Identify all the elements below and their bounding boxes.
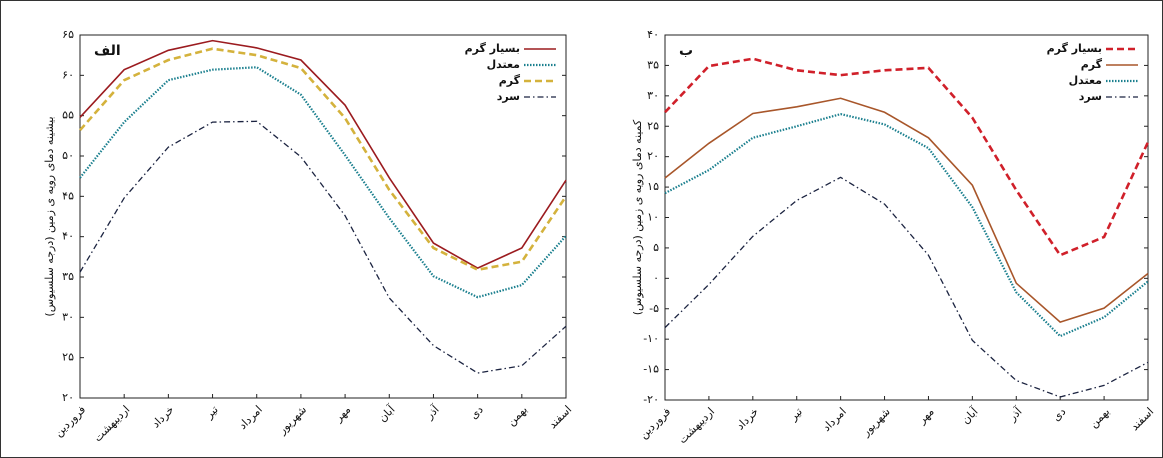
y-tick-label: ۳۵ [62, 270, 74, 283]
y-tick-label: ۴۰ [62, 230, 74, 243]
series-line [79, 47, 568, 272]
legend-label: معتدل [487, 58, 520, 71]
y-tick-label: ۵۰ [62, 149, 74, 162]
y-tick-label: -۵ [649, 302, 659, 315]
y-tick-label: ۳۵ [647, 58, 659, 71]
plot-area [79, 34, 567, 399]
legend-label: سرد [1079, 90, 1102, 103]
y-tick-label: ۳۰ [647, 89, 659, 102]
y-tick-label: ۱۰ [647, 211, 659, 224]
legend-label: گرم [1081, 58, 1103, 71]
series-line [664, 57, 1150, 257]
y-tick-label: ۴۰ [647, 28, 659, 41]
y-axis-label: کمینه دمای رویه ی زمین (درجه سلسیوس) [631, 119, 644, 315]
y-tick-label: -۱۵ [643, 363, 659, 376]
y-tick-label: -۲۰ [643, 393, 659, 406]
y-tick-label: ۲۰ [62, 391, 74, 404]
legend-label: سرد [497, 90, 520, 103]
y-tick-label: ۵۵ [62, 109, 74, 122]
y-tick-label: ۶۵ [62, 28, 74, 41]
y-tick-label: ۲۰ [647, 150, 659, 163]
series-line [79, 39, 567, 270]
y-tick-label: ۱۵ [647, 180, 659, 193]
y-tick-label: ۶۰ [62, 68, 74, 81]
y-tick-label: ۲۵ [62, 351, 74, 364]
legend-label: بسیار گرم [1047, 42, 1102, 55]
legend-label: گرم [499, 74, 521, 87]
legend-label: معتدل [1069, 74, 1102, 87]
y-tick-label: ۵ [653, 241, 659, 254]
y-tick-label: ۴۵ [62, 189, 74, 202]
series-line [664, 97, 1149, 324]
y-tick-label: ۰ [653, 271, 659, 284]
series-line [79, 120, 567, 374]
y-tick-label: -۱۰ [643, 332, 659, 345]
series-line [664, 112, 1149, 338]
panel-title: الف [94, 43, 121, 59]
panel-title: ب [679, 43, 693, 59]
y-tick-label: ۲۵ [647, 119, 659, 132]
legend-label: بسیار گرم [465, 42, 520, 55]
y-axis-label: بیشینه دمای رویه ی زمین (درجه سلسیوس) [43, 116, 56, 316]
y-tick-label: ۳۰ [62, 310, 74, 323]
